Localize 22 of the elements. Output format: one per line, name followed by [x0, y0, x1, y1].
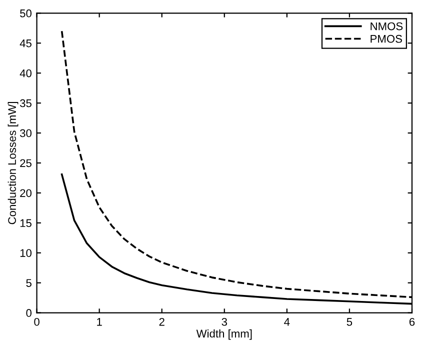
y-tick-label: 35 [20, 99, 32, 108]
x-tick-label: 6 [409, 318, 415, 326]
x-tick-label: 5 [346, 318, 352, 326]
y-tick-label: 40 [20, 69, 32, 78]
x-axis-title: Width [mm] [196, 329, 252, 340]
y-tick-label: 0 [26, 309, 32, 317]
y-tick-label: 15 [20, 219, 32, 228]
y-tick-label: 45 [20, 39, 32, 48]
y-tick-label: 5 [26, 279, 32, 287]
x-tick-label: 2 [159, 318, 164, 326]
x-tick-label: 1 [97, 318, 102, 326]
legend-label: NMOS [370, 22, 403, 30]
y-tick-label: 50 [20, 9, 32, 18]
legend-label: PMOS [370, 34, 402, 43]
y-tick-label: 20 [20, 189, 32, 198]
y-tick-label: 30 [20, 129, 32, 138]
x-tick-label: 3 [222, 318, 228, 326]
y-tick-label: 25 [20, 159, 32, 168]
x-tick-label: 4 [284, 318, 290, 326]
y-axis-title: Conduction Losses [mW] [8, 102, 18, 224]
y-tick-label: 10 [20, 249, 32, 257]
x-tick-label: 0 [34, 318, 40, 326]
